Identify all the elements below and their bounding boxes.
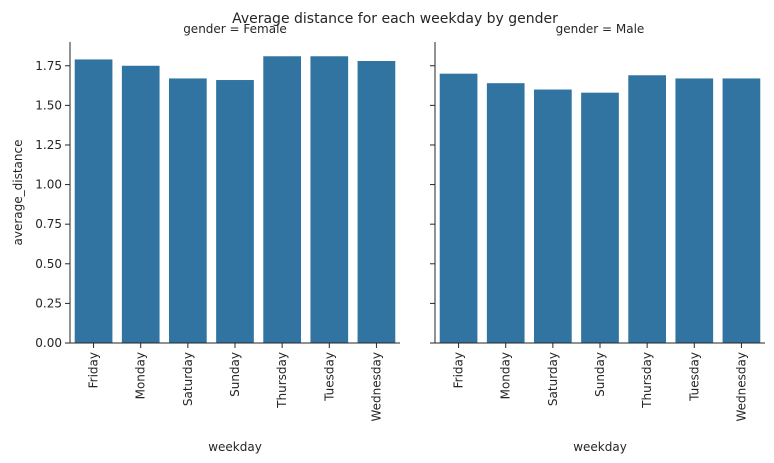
x-tick-label: Sunday	[593, 352, 607, 397]
bar-friday	[74, 59, 113, 344]
x-tick-label: Wednesday	[734, 352, 748, 421]
bar-tuesday	[310, 56, 349, 343]
x-tick-label: Thursday	[640, 352, 654, 409]
x-axis-label: weekday	[208, 440, 262, 454]
x-tick-label: Wednesday	[369, 352, 383, 421]
bar-monday	[486, 83, 525, 343]
bar-saturday	[169, 78, 207, 343]
bar-friday	[439, 73, 478, 344]
bar-tuesday	[675, 78, 714, 343]
x-tick-label: Sunday	[228, 352, 242, 397]
chart-title: Average distance for each weekday by gen…	[232, 11, 558, 27]
y-tick-label: 0.50	[35, 257, 62, 271]
x-tick-label: Saturday	[181, 352, 195, 406]
y-tick-label: 1.75	[35, 59, 62, 73]
x-tick-label: Tuesday	[687, 352, 701, 402]
y-tick-label: 1.25	[35, 138, 62, 152]
bar-wednesday	[357, 61, 396, 343]
x-tick-label: Saturday	[546, 352, 560, 406]
facet-title: gender = Female	[183, 22, 287, 36]
x-tick-label: Friday	[452, 352, 466, 388]
x-tick-label: Friday	[87, 352, 101, 388]
bar-sunday	[581, 92, 619, 343]
bar-thursday	[263, 56, 301, 343]
y-tick-label: 0.75	[35, 217, 62, 231]
y-tick-label: 0.00	[35, 336, 62, 350]
facet-panel-1: 0.00 0.25 0.50 0.75 1.00 1.25 1.50 1.75 Friday Mo…	[35, 22, 400, 454]
bar-thursday	[628, 75, 666, 344]
y-tick-label: 1.50	[35, 98, 62, 112]
y-tick-label: 0.25	[35, 296, 62, 310]
facet-title: gender = Male	[556, 22, 645, 36]
x-tick-label: Monday	[134, 352, 148, 399]
bar-wednesday	[722, 78, 761, 343]
bar-saturday	[534, 89, 572, 343]
x-axis-label: weekday	[573, 440, 627, 454]
x-tick-label: Monday	[499, 352, 513, 399]
bar-sunday	[216, 80, 254, 344]
y-axis-label: average_distance	[11, 140, 25, 246]
facet-panel-2: Friday Monday Saturday Sunday Thursday Tuesda…	[430, 22, 765, 454]
bar-monday	[121, 65, 160, 343]
x-tick-label: Thursday	[275, 352, 289, 409]
x-tick-label: Tuesday	[322, 352, 336, 402]
y-tick-label: 1.00	[35, 178, 62, 192]
